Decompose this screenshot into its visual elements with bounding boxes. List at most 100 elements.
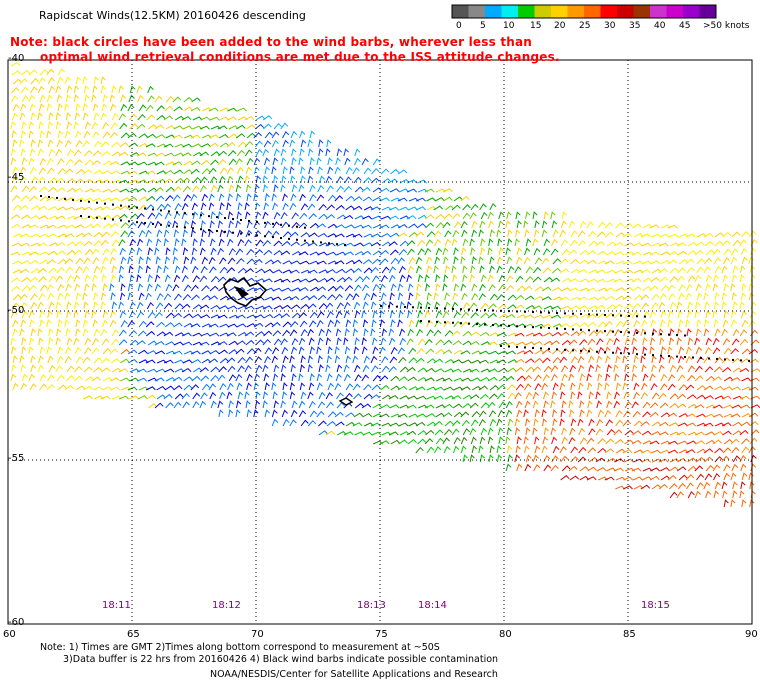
wind-barb [57,130,64,139]
wind-barb [596,231,606,238]
wind-barb [469,427,477,436]
wind-barb [443,445,451,454]
wind-barb [424,188,435,193]
wind-barb [641,364,647,373]
wind-barb [19,233,30,238]
wind-barb [101,274,107,283]
wind-barb [298,373,304,382]
wind-barb [28,130,34,139]
wind-barb [145,104,154,112]
wind-barb [118,238,126,247]
wind-barb [732,239,741,247]
wind-barb [280,364,287,373]
wind-barb [298,157,304,166]
wind-barb [669,491,678,499]
wind-barb [676,491,684,499]
wind-barb [273,338,282,346]
wind-barb [254,373,260,382]
wind-barb [316,157,322,166]
wind-barb [462,394,473,400]
wind-barb [146,238,153,247]
wind-barb [525,266,534,274]
wind-barb [318,277,328,283]
wind-barb [100,265,107,274]
wind-barb [533,374,542,382]
wind-barb [694,310,700,319]
wind-barb [641,449,652,454]
wind-barb [435,339,445,346]
wind-barb [452,359,463,364]
wind-barb [12,260,23,265]
wind-barb [38,355,44,364]
wind-barb [623,346,629,355]
wind-barb [407,179,417,184]
wind-barb [255,148,263,157]
wind-barb [381,266,390,274]
wind-barb [732,301,738,310]
wind-barb [308,295,318,301]
wind-barb [28,284,37,292]
quality-flag-dot [208,215,210,218]
wind-barb [271,355,278,364]
wind-barb [667,383,676,391]
wind-barb [66,337,73,346]
wind-barb [704,456,713,463]
wind-barb [74,130,82,139]
wind-barb [650,402,659,409]
wind-barb [65,206,76,211]
quality-flag-dot [396,305,398,308]
wind-barb [516,220,522,229]
wind-barb [389,232,400,238]
wind-barb [479,265,485,274]
wind-barb [615,410,623,418]
wind-barb [525,418,531,427]
wind-barb [156,331,167,337]
wind-barb [271,382,277,391]
wind-barb [93,140,102,148]
wind-barb [372,413,383,418]
wind-barb [741,472,748,481]
wind-barb [209,116,220,121]
wind-barb [478,293,486,301]
wind-barb [254,296,265,301]
quality-flag-dot [152,222,154,225]
wind-barb [570,446,579,454]
wind-barb [352,422,363,427]
wind-barb [30,301,38,310]
wind-barb [568,314,579,319]
wind-barb [109,348,119,355]
wind-barb [173,341,184,346]
wind-barb [263,268,274,274]
wind-barb [721,395,732,400]
quality-flag-dot [628,314,630,317]
wind-barb [633,328,640,337]
wind-barb [442,412,453,418]
wind-barb [91,94,97,103]
wind-barb [290,130,298,139]
wind-barb [525,454,532,463]
wind-barb [632,242,643,247]
quality-flag-dot [620,314,622,317]
wind-barb [290,409,298,418]
quality-flag-dot [644,315,646,318]
wind-barb [479,283,486,292]
wind-barb [506,384,516,391]
wind-barb [604,320,613,328]
wind-barb [461,247,467,256]
wind-barb [497,322,507,328]
wind-barb [516,409,523,418]
wind-barb [560,331,570,337]
wind-barb [21,185,30,193]
wind-barb [597,373,603,382]
wind-barb [550,365,559,373]
wind-barb [551,305,562,310]
wind-barb [190,193,198,202]
quality-flag-dot [668,333,670,336]
wind-barb [28,224,39,229]
wind-barb [298,346,305,355]
wind-barb [640,269,651,274]
wind-barb [335,373,342,382]
wind-barb [155,302,164,310]
wind-barb [714,481,721,490]
wind-barb [604,222,614,229]
